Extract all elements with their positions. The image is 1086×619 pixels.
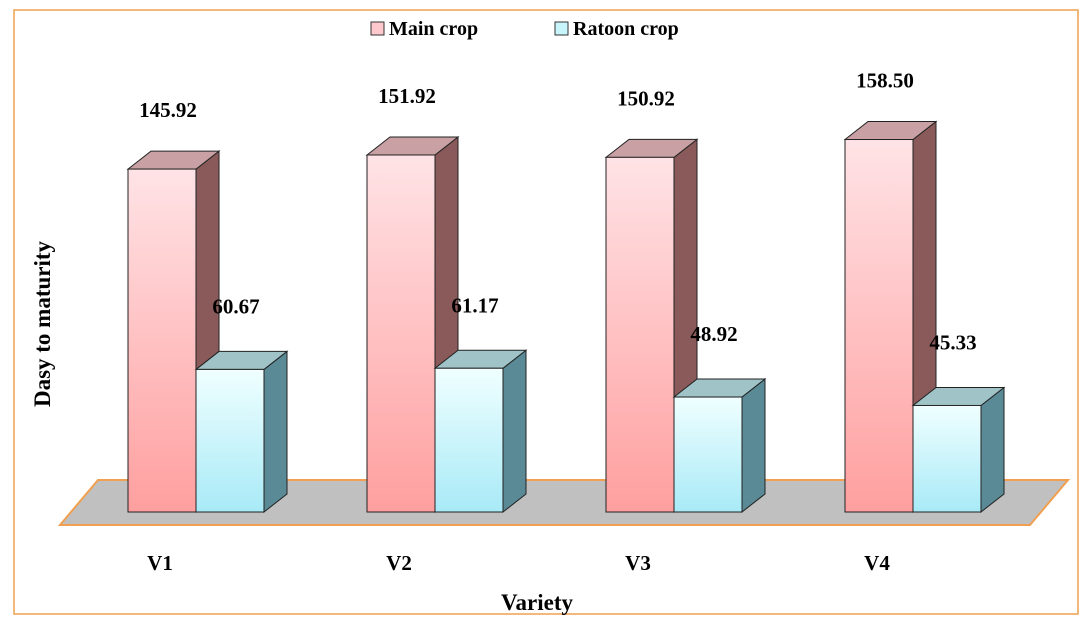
y-axis-title: Dasy to maturity (30, 240, 55, 407)
value-label-main-v1: 145.92 (139, 98, 197, 122)
bar-ratoon-v1 (194, 350, 289, 514)
value-label-ratoon-v1: 60.67 (212, 294, 259, 318)
bar-front (366, 154, 436, 513)
legend-label-main: Main crop (389, 18, 478, 40)
bar-front (912, 404, 982, 513)
bars (126, 120, 1006, 514)
legend-label-ratoon: Ratoon crop (573, 18, 679, 40)
bar-front (844, 139, 914, 513)
value-label-ratoon-v2: 61.17 (451, 293, 498, 317)
bar-side (741, 378, 766, 514)
x-tick-label-v3: V3 (625, 551, 651, 575)
bar-ratoon-v4 (911, 386, 1006, 514)
value-labels: 145.92 60.67 151.92 61.17 150.92 48.92 158.50 4… (139, 69, 977, 355)
bar-side (502, 349, 527, 514)
x-axis-title: Variety (501, 590, 573, 615)
bar-front (605, 156, 675, 513)
x-tick-label-v2: V2 (386, 551, 412, 575)
x-tick-label-v1: V1 (147, 551, 173, 575)
floor (57, 479, 1071, 526)
legend-swatch-ratoon (554, 21, 569, 36)
value-label-main-v2: 151.92 (378, 84, 436, 108)
legend: Main crop Ratoon crop (370, 18, 679, 40)
bar-ratoon-v2 (433, 349, 528, 514)
x-tick-label-v4: V4 (864, 551, 890, 575)
bar-front (673, 396, 743, 513)
frame-border (13, 9, 1079, 615)
value-label-main-v4: 158.50 (856, 69, 914, 93)
x-tick-labels: V1 V2 V3 V4 (147, 551, 890, 575)
legend-swatch-main (370, 21, 385, 36)
bar-ratoon-v3 (672, 378, 767, 514)
bar-side (263, 350, 288, 514)
value-label-ratoon-v4: 45.33 (929, 330, 976, 354)
bar-front (195, 368, 265, 513)
bar-front (434, 367, 504, 513)
bar-side (980, 386, 1005, 514)
bar-front (127, 168, 197, 513)
value-label-ratoon-v3: 48.92 (690, 322, 737, 346)
value-label-main-v3: 150.92 (617, 86, 675, 110)
